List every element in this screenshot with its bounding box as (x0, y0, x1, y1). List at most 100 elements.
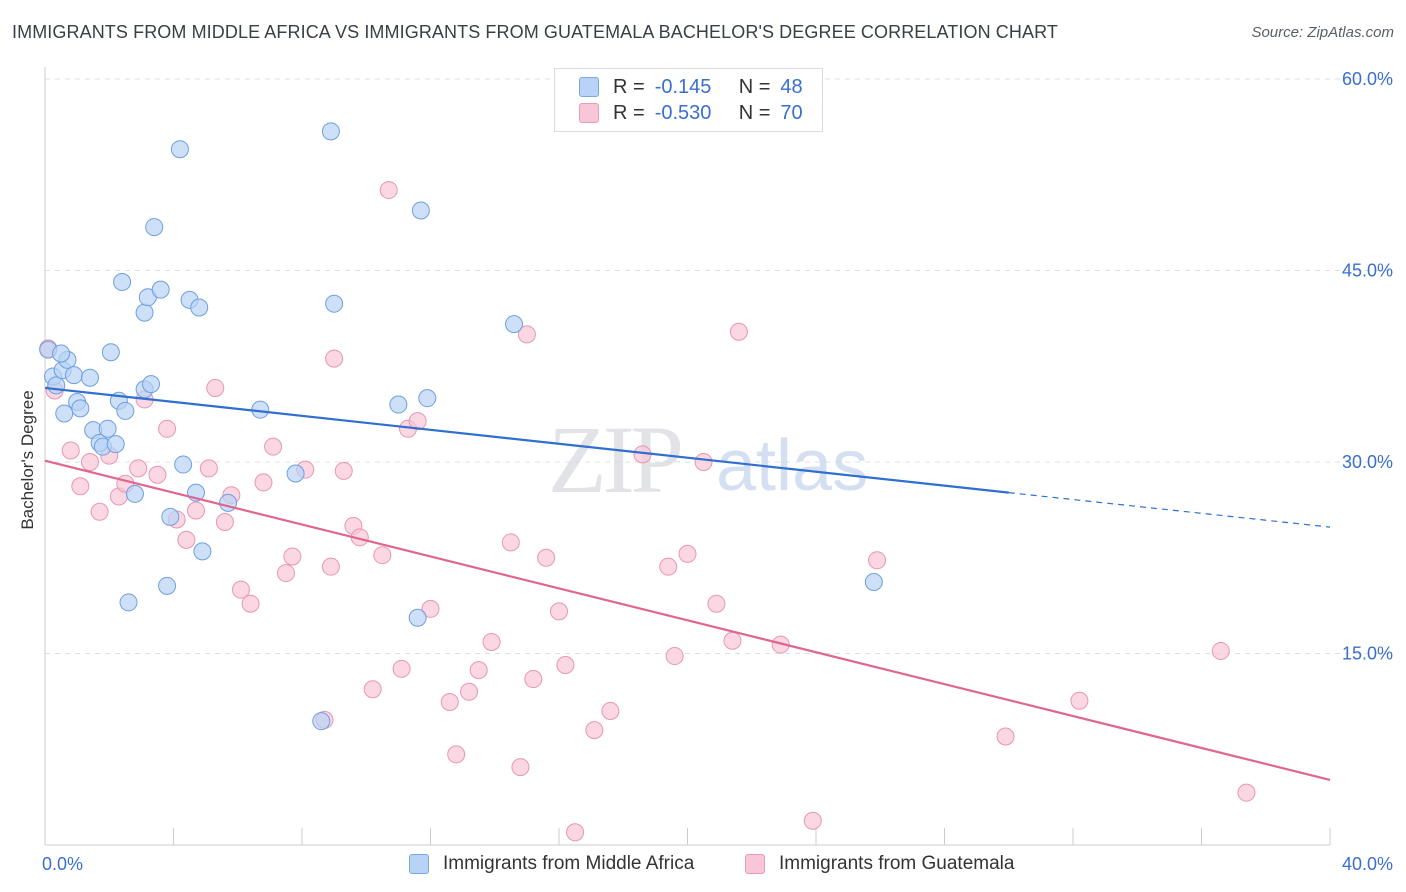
point-middle-africa (190, 298, 209, 317)
bottom-legend-item-middle-africa: Immigrants from Middle Africa (409, 851, 694, 877)
point-guatemala (186, 501, 205, 520)
point-middle-africa (119, 593, 138, 612)
grid-lines (45, 78, 1392, 654)
correlation-legend: R = -0.145 N = 48 R = -0.530 N = 70 (554, 68, 823, 132)
y-tick-label: 30.0% (1342, 452, 1393, 472)
point-guatemala (206, 378, 225, 397)
watermark-zip: ZIP (548, 406, 681, 513)
point-guatemala (556, 655, 575, 674)
point-guatemala (276, 564, 295, 583)
point-middle-africa (193, 542, 212, 561)
point-middle-africa (106, 435, 125, 454)
point-guatemala (392, 659, 411, 678)
point-guatemala (408, 412, 427, 431)
point-middle-africa (135, 303, 154, 322)
point-middle-africa (325, 294, 344, 313)
point-middle-africa (170, 140, 189, 159)
legend-swatch-pink (579, 103, 599, 123)
point-guatemala (71, 477, 90, 496)
point-guatemala (723, 631, 742, 650)
trend-line-middle-africa (44, 386, 1009, 494)
x-tick-label-min: 0.0% (42, 854, 83, 874)
point-guatemala (537, 548, 556, 567)
point-guatemala (440, 693, 459, 712)
y-tick-label: 60.0% (1342, 69, 1393, 89)
legend-r-value: -0.530 (654, 101, 712, 124)
point-guatemala (321, 557, 340, 576)
point-middle-africa (312, 712, 331, 731)
point-guatemala (803, 811, 822, 830)
axis-labels: 15.0% 30.0% 45.0% 60.0% 0.0% 40.0% (42, 69, 1393, 874)
point-guatemala (550, 602, 568, 621)
legend-swatch-blue (579, 77, 599, 97)
point-guatemala (524, 670, 543, 689)
point-guatemala (447, 745, 466, 764)
point-guatemala (566, 823, 585, 842)
point-guatemala (868, 551, 887, 570)
point-middle-africa (55, 404, 74, 423)
bottom-legend-item-guatemala: Immigrants from Guatemala (745, 851, 1014, 877)
bottom-legend-label: Immigrants from Guatemala (779, 853, 1015, 874)
axes (44, 67, 1331, 846)
legend-row-middle-africa: R = -0.145 N = 48 (579, 75, 803, 99)
point-guatemala (264, 437, 283, 456)
point-guatemala (511, 758, 530, 777)
point-middle-africa (52, 344, 71, 363)
point-guatemala (325, 349, 344, 368)
point-middle-africa (142, 375, 161, 394)
point-guatemala (283, 547, 302, 566)
point-guatemala (421, 599, 440, 618)
legend-n-label: N = (738, 101, 771, 124)
point-guatemala (501, 533, 520, 552)
trend-line-guatemala (44, 459, 1331, 781)
source-label: Source: ZipAtlas.com (1251, 24, 1394, 41)
y-tick-label: 45.0% (1342, 261, 1393, 281)
point-middle-africa (161, 507, 180, 526)
point-guatemala (61, 441, 80, 460)
point-guatemala (90, 502, 109, 521)
legend-n-label: N = (738, 75, 771, 98)
y-axis-label: Bachelor's Degree (18, 390, 37, 529)
watermark-atlas: atlas (716, 426, 868, 506)
y-tick-label: 15.0% (1342, 644, 1393, 664)
point-middle-africa (408, 608, 427, 627)
point-middle-africa (389, 395, 408, 414)
point-guatemala (1070, 691, 1089, 710)
point-guatemala (996, 727, 1015, 746)
point-middle-africa (64, 366, 83, 385)
point-middle-africa (151, 280, 170, 299)
point-guatemala (379, 181, 398, 200)
trend-line-middle-africa-extension (1008, 492, 1331, 528)
point-middle-africa (411, 201, 430, 220)
point-guatemala (241, 594, 260, 613)
point-guatemala (729, 322, 748, 341)
point-guatemala (469, 661, 488, 680)
point-guatemala (254, 473, 273, 492)
point-middle-africa (101, 343, 120, 362)
point-guatemala (694, 453, 713, 471)
point-middle-africa (113, 272, 132, 291)
x-tick-label-max: 40.0% (1342, 854, 1393, 874)
point-middle-africa (71, 399, 90, 418)
data-points (39, 122, 1256, 842)
legend-row-guatemala: R = -0.530 N = 70 (579, 101, 803, 125)
point-middle-africa (418, 389, 437, 408)
point-guatemala (707, 594, 726, 613)
bottom-legend-swatch-blue (409, 854, 429, 874)
point-middle-africa (158, 576, 177, 595)
point-guatemala (659, 557, 678, 576)
point-guatemala (363, 680, 382, 699)
point-guatemala (678, 544, 697, 563)
point-middle-africa (286, 464, 305, 483)
point-guatemala (158, 419, 177, 438)
point-middle-africa (145, 218, 164, 237)
chart-title: IMMIGRANTS FROM MIDDLE AFRICA VS IMMIGRA… (12, 22, 1058, 42)
point-guatemala (1211, 641, 1230, 660)
legend-r-value: -0.145 (654, 75, 712, 98)
point-middle-africa (174, 455, 193, 474)
point-guatemala (373, 546, 392, 565)
point-middle-africa (505, 315, 524, 334)
legend-r-label: R = (613, 75, 645, 98)
point-guatemala (177, 530, 196, 549)
